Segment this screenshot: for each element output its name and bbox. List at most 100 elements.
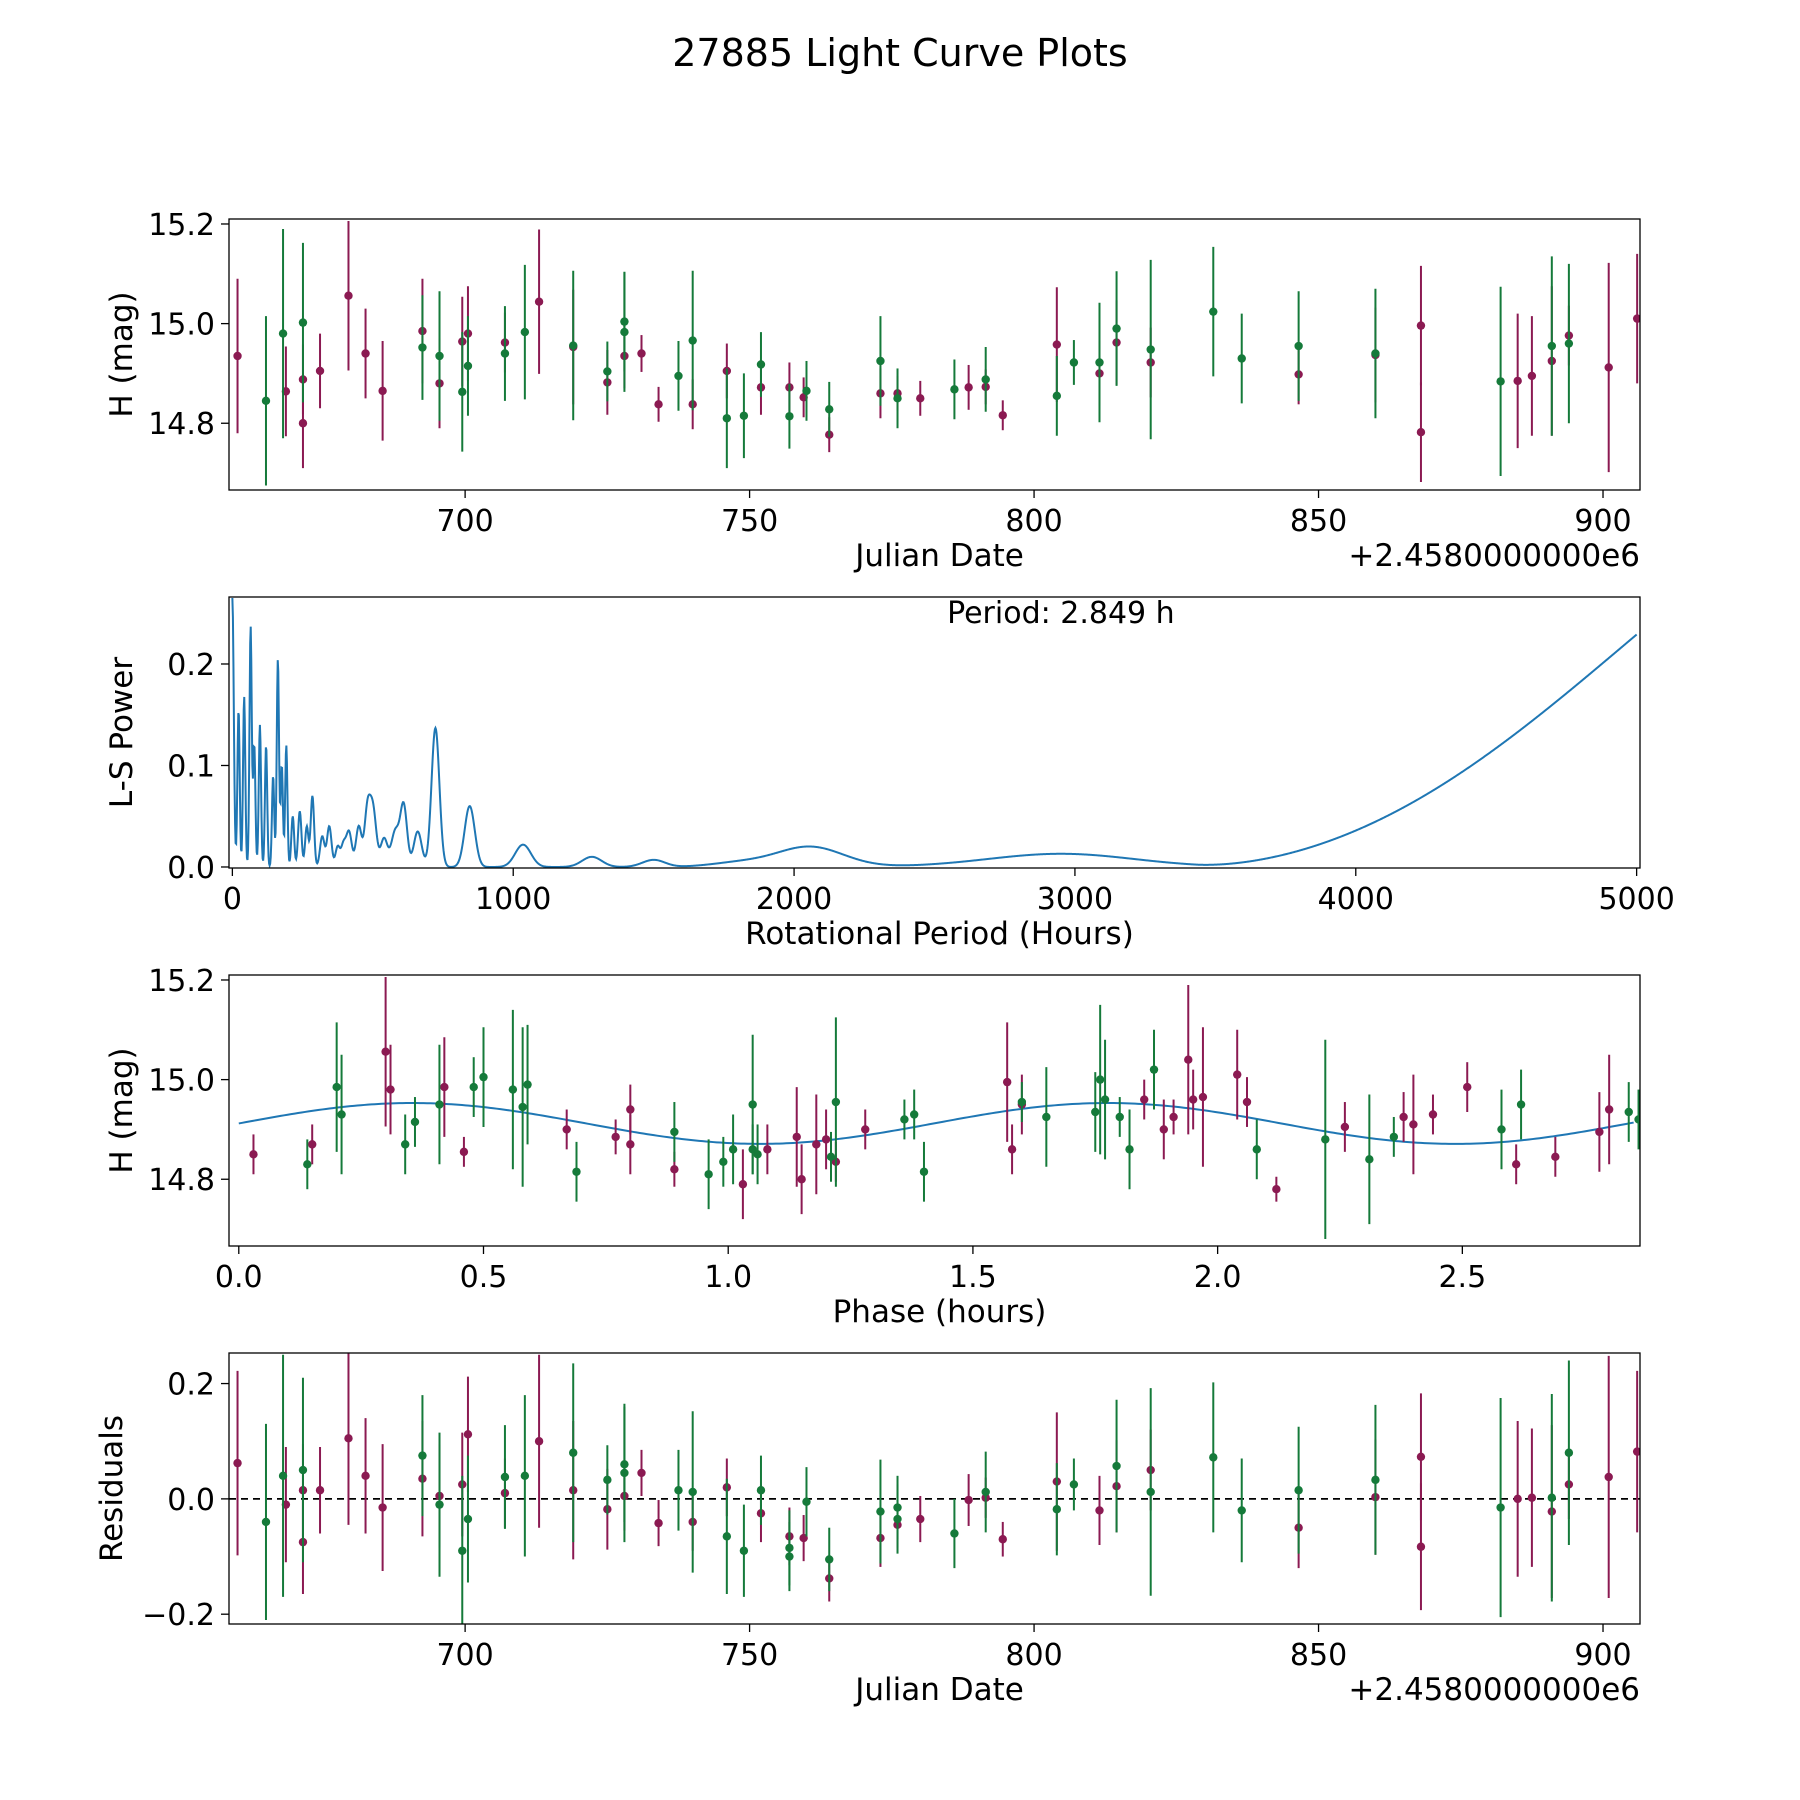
phased-frame bbox=[228, 974, 1641, 1247]
data-point bbox=[233, 351, 242, 361]
data-point bbox=[523, 1080, 532, 1089]
data-point bbox=[1052, 391, 1062, 401]
x-tick-label: 0.5 bbox=[460, 1260, 508, 1295]
data-point bbox=[756, 1486, 766, 1495]
data-point bbox=[1564, 1448, 1574, 1457]
phased-series-1 bbox=[249, 976, 1614, 1220]
x-tick-label: 750 bbox=[721, 504, 778, 539]
data-point bbox=[435, 1100, 444, 1109]
data-point bbox=[802, 1497, 811, 1506]
data-point bbox=[1146, 345, 1155, 354]
x-tick-label: 3000 bbox=[1037, 882, 1113, 917]
x-tick-label: 2.5 bbox=[1438, 1260, 1486, 1295]
y-tick-label: 14.8 bbox=[148, 407, 215, 442]
y-tick-label: 0.2 bbox=[167, 648, 215, 683]
data-point bbox=[1604, 1472, 1613, 1482]
data-point bbox=[1095, 1506, 1104, 1515]
data-point bbox=[1112, 324, 1121, 333]
data-point bbox=[916, 1514, 925, 1524]
data-point bbox=[1125, 1145, 1134, 1154]
y-tick-label: 15.0 bbox=[148, 1064, 215, 1099]
data-point bbox=[469, 1082, 478, 1092]
data-point bbox=[893, 394, 902, 403]
x-tick-label: 0 bbox=[223, 882, 242, 917]
data-point bbox=[1100, 1095, 1110, 1104]
x-tick-label: 2.0 bbox=[1194, 1260, 1242, 1295]
data-point bbox=[1252, 1145, 1261, 1154]
x-tick-label: 1000 bbox=[475, 882, 551, 917]
data-point bbox=[1409, 1120, 1418, 1129]
periodogram-frame bbox=[228, 596, 1641, 869]
figure-title: 27885 Light Curve Plots bbox=[672, 31, 1127, 75]
data-point bbox=[1496, 1503, 1505, 1512]
lightcurve-x-offset-text: +2.4580000000e6 bbox=[1348, 538, 1640, 574]
data-point bbox=[562, 1125, 571, 1134]
data-point bbox=[1416, 1542, 1426, 1551]
chart-panels: 700 750 800 850 900 14.8 15.0 15.2 Julian Date H … bbox=[94, 208, 1675, 1708]
data-point bbox=[981, 1487, 990, 1497]
data-point bbox=[756, 360, 766, 369]
data-point bbox=[308, 1140, 317, 1149]
data-point bbox=[569, 341, 578, 350]
data-point bbox=[435, 351, 444, 361]
data-point bbox=[261, 1517, 271, 1527]
data-point bbox=[812, 1140, 821, 1149]
x-tick-label: 900 bbox=[1574, 1638, 1631, 1673]
data-point bbox=[626, 1105, 635, 1114]
data-point bbox=[821, 1135, 831, 1144]
data-point bbox=[337, 1110, 346, 1119]
data-point bbox=[1340, 1122, 1350, 1132]
data-point bbox=[763, 1145, 772, 1154]
y-tick-label: 15.0 bbox=[148, 308, 215, 343]
x-tick-label: 1.5 bbox=[949, 1260, 997, 1295]
data-point bbox=[1140, 1095, 1149, 1104]
phased-x-axis-label: Phase (hours) bbox=[833, 1294, 1047, 1330]
x-tick-label: 900 bbox=[1574, 504, 1631, 539]
data-point bbox=[1513, 376, 1522, 386]
data-point bbox=[508, 1085, 518, 1094]
data-point bbox=[1516, 1100, 1526, 1109]
data-point bbox=[831, 1097, 841, 1107]
data-point bbox=[1595, 1127, 1604, 1137]
data-point bbox=[534, 1437, 544, 1446]
data-point bbox=[620, 1468, 629, 1478]
data-point bbox=[670, 1165, 679, 1174]
data-point bbox=[753, 1150, 762, 1159]
data-point bbox=[893, 1514, 902, 1524]
data-point bbox=[797, 1175, 806, 1184]
data-point bbox=[964, 1495, 973, 1505]
data-point bbox=[916, 394, 925, 403]
phase-model-curve bbox=[238, 1102, 1634, 1145]
data-point bbox=[249, 1150, 258, 1159]
data-point bbox=[1634, 1115, 1640, 1124]
lightcurve-x-axis-label: Julian Date bbox=[853, 538, 1024, 574]
y-tick-label: 0.0 bbox=[167, 1483, 215, 1518]
data-point bbox=[792, 1132, 801, 1142]
data-point bbox=[233, 1458, 242, 1468]
residuals-series-1 bbox=[233, 1353, 1640, 1611]
data-point bbox=[1513, 1494, 1522, 1504]
data-point bbox=[981, 375, 990, 384]
data-point bbox=[722, 414, 732, 423]
y-tick-label: −0.2 bbox=[142, 1598, 215, 1633]
data-point bbox=[344, 291, 353, 300]
data-point bbox=[704, 1170, 713, 1179]
x-tick-label: 800 bbox=[1005, 1638, 1062, 1673]
data-point bbox=[1547, 341, 1557, 351]
x-tick-label: 4000 bbox=[1318, 882, 1394, 917]
data-point bbox=[674, 1486, 683, 1495]
data-point bbox=[637, 1468, 646, 1478]
lightcurve-plot-area bbox=[233, 220, 1640, 486]
data-point bbox=[1496, 377, 1505, 386]
data-point bbox=[876, 1507, 885, 1516]
data-point bbox=[1198, 1092, 1208, 1102]
x-tick-label: 850 bbox=[1290, 1638, 1347, 1673]
y-tick-label: 0.0 bbox=[167, 851, 215, 886]
data-point bbox=[1527, 371, 1537, 381]
data-point bbox=[344, 1434, 353, 1443]
x-tick-label: 1.0 bbox=[704, 1260, 752, 1295]
data-point bbox=[1184, 1055, 1193, 1064]
data-point bbox=[825, 405, 834, 414]
residuals-plot-area bbox=[229, 1353, 1640, 1624]
